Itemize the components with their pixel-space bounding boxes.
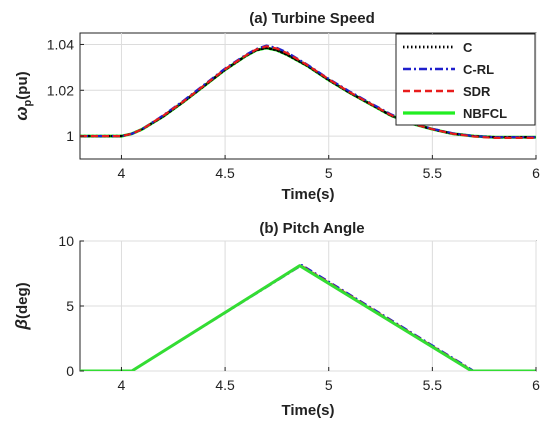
turbine-speed-x-ticks: 4 4.5 5 5.5 6 xyxy=(118,155,540,181)
pitch-angle-title: (b) Pitch Angle xyxy=(259,220,364,237)
turbine-speed-x-tick-label: 6 xyxy=(532,165,540,181)
pitch-angle-x-tick-label: 4 xyxy=(118,377,126,393)
pitch-angle-series-c-rl xyxy=(80,264,536,371)
turbine-speed-x-tick-label: 5 xyxy=(325,165,333,181)
legend-label-c: C xyxy=(463,40,473,55)
legend: C C-RL SDR NBFCL xyxy=(395,33,536,126)
legend-box xyxy=(395,33,536,126)
pitch-angle-y-label: β(deg) xyxy=(12,282,31,330)
turbine-speed-x-tick-label: 5.5 xyxy=(423,165,443,181)
turbine-speed-series-sdr xyxy=(80,45,536,139)
pitch-angle-y-ticks: 0 5 10 xyxy=(58,233,84,379)
pitch-angle-grid xyxy=(80,240,537,372)
legend-label-sdr: SDR xyxy=(463,84,491,99)
turbine-speed-x-tick-label: 4 xyxy=(118,165,126,181)
legend-label-nbfcl: NBFCL xyxy=(463,106,507,121)
pitch-angle-y-label-unit: (deg) xyxy=(14,282,31,319)
pitch-angle-y-label-symbol: β xyxy=(12,319,31,331)
pitch-angle-y-tick-label: 0 xyxy=(66,363,74,379)
turbine-speed-y-tick-label: 1 xyxy=(66,128,74,144)
turbine-speed-y-label: ωp(pu) xyxy=(12,71,34,120)
turbine-speed-x-tick-label: 4.5 xyxy=(215,165,235,181)
turbine-speed-x-label: Time(s) xyxy=(281,186,334,203)
turbine-speed-y-label-subscript: p xyxy=(22,99,34,106)
pitch-angle-series-nbfcl xyxy=(80,264,536,371)
turbine-speed-y-ticks: 1 1.02 1.04 xyxy=(47,36,84,144)
pitch-angle-x-ticks: 4 4.5 5 5.5 6 xyxy=(118,367,540,393)
pitch-angle-x-tick-label: 5.5 xyxy=(423,377,443,393)
pitch-angle-x-tick-label: 5 xyxy=(325,377,333,393)
turbine-speed-series xyxy=(80,44,536,139)
turbine-speed-series-c-rl xyxy=(80,44,536,139)
turbine-speed-y-label-unit: (pu) xyxy=(14,71,31,99)
pitch-angle-panel: (b) Pitch Angle 4 4.5 5 5.5 6 0 5 10 Time(s) β… xyxy=(12,220,540,419)
turbine-speed-title: (a) Turbine Speed xyxy=(249,10,375,27)
pitch-angle-series xyxy=(80,264,536,371)
pitch-angle-x-tick-label: 6 xyxy=(532,377,540,393)
turbine-speed-y-tick-label: 1.02 xyxy=(47,82,74,98)
legend-label-c-rl: C-RL xyxy=(463,62,494,77)
turbine-speed-y-label-symbol: ω xyxy=(12,106,31,120)
pitch-angle-y-tick-label: 5 xyxy=(66,298,74,314)
pitch-angle-x-tick-label: 4.5 xyxy=(215,377,235,393)
pitch-angle-x-label: Time(s) xyxy=(281,402,334,419)
turbine-speed-y-tick-label: 1.04 xyxy=(47,36,74,52)
pitch-angle-y-tick-label: 10 xyxy=(58,233,74,249)
turbine-speed-panel: (a) Turbine Speed 4 4.5 5 5.5 6 1 1.02 1.04 Ti… xyxy=(12,10,540,203)
